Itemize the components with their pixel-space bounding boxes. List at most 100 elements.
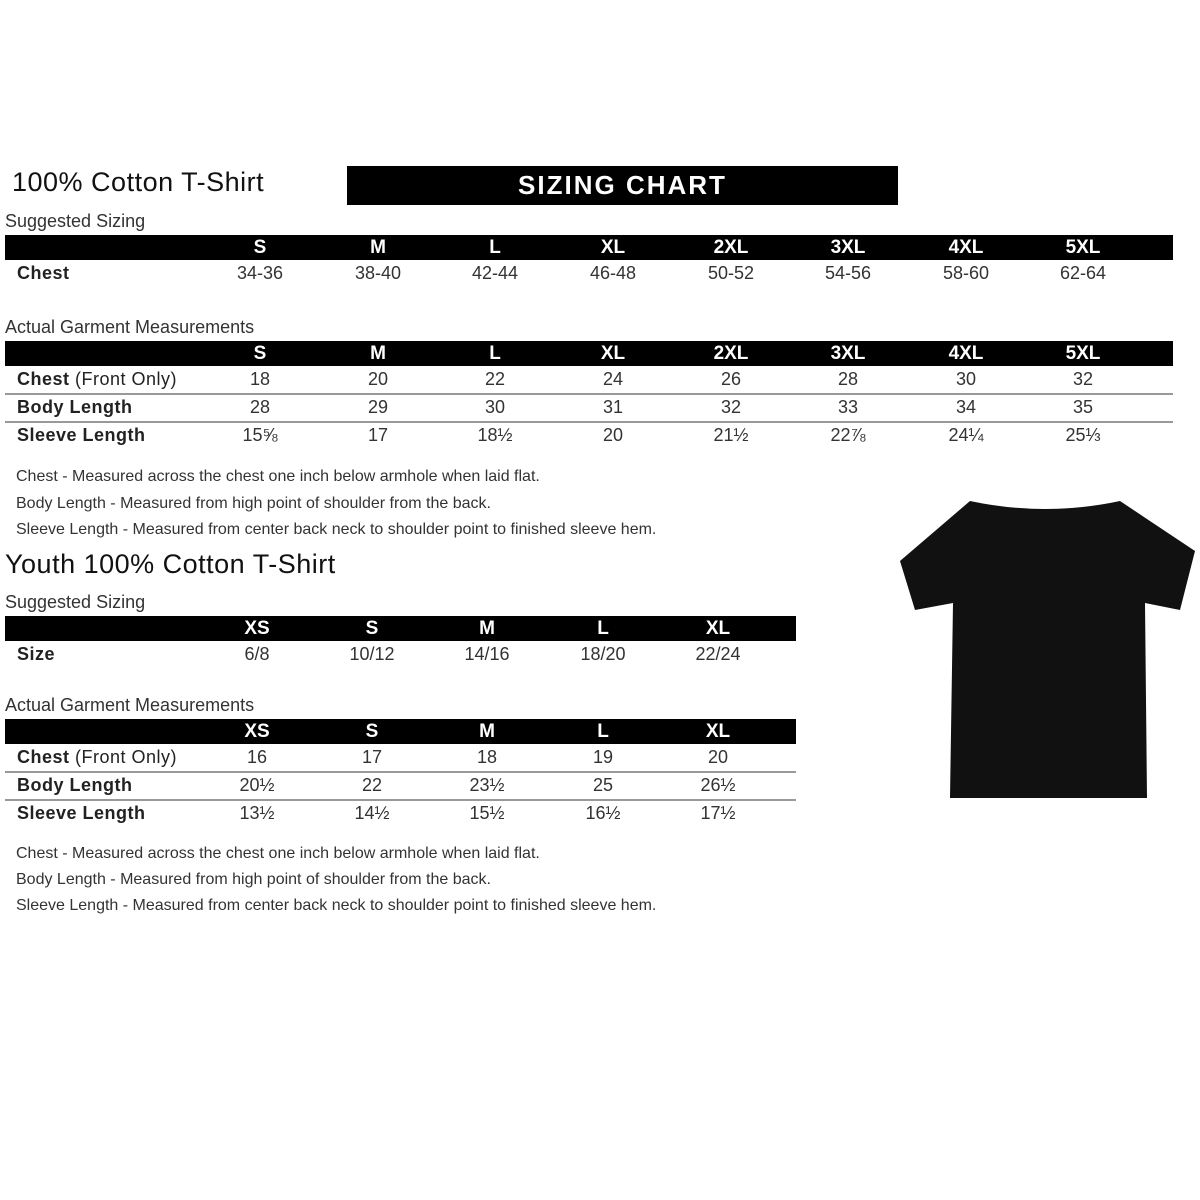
table-cell: 14/16 xyxy=(464,644,510,664)
table-cell: 32 xyxy=(1072,369,1094,389)
row-label: Body Length xyxy=(17,397,133,418)
table-cell: 24¼ xyxy=(948,425,984,445)
size-header-bar: S M L XL 2XL 3XL 4XL 5XL xyxy=(5,235,1173,260)
row-label: Chest (Front Only) xyxy=(17,747,177,768)
table-cell: 6/8 xyxy=(244,644,270,664)
youth-suggested-label: Suggested Sizing xyxy=(5,592,146,612)
table-cell: 22⅞ xyxy=(830,425,866,445)
youth-note-body: Body Length - Measured from high point o… xyxy=(16,871,491,888)
table-cell: 14½ xyxy=(354,803,390,823)
youth-note-chest: Chest - Measured across the chest one in… xyxy=(16,845,540,862)
adult-suggested-table: S M L XL 2XL 3XL 4XL 5XL Chest 34-36 38-40 42-44 46-… xyxy=(5,235,1173,283)
adult-note-body: Body Length - Measured from high point o… xyxy=(16,495,491,512)
table-cell: 17½ xyxy=(700,803,736,823)
table-cell: 18 xyxy=(476,747,498,767)
adult-actual-label: Actual Garment Measurements xyxy=(5,317,255,337)
youth-actual-table: XS S M L XL Chest (Front Only) 16 17 18 19 20 Body … xyxy=(5,719,796,823)
row-label-text: Chest xyxy=(17,747,70,767)
table-cell: 21½ xyxy=(713,425,749,445)
size-header-bar: XS S M L XL xyxy=(5,616,796,641)
size-header-bar: S M L XL 2XL 3XL 4XL 5XL xyxy=(5,341,1173,366)
row-label-text: Sleeve Length xyxy=(17,803,146,823)
table-cell: 33 xyxy=(837,397,859,417)
size-header: S xyxy=(365,618,379,639)
table-cell: 50-52 xyxy=(707,263,755,283)
table-cell: 58-60 xyxy=(942,263,990,283)
table-row: Body Length 20½ 22 23½ 25 26½ xyxy=(5,772,796,801)
size-header: S xyxy=(365,721,379,742)
size-header: XS xyxy=(244,618,270,639)
youth-suggested-table: XS S M L XL Size 6/8 10/12 14/16 18/20 22/24 xyxy=(5,616,796,664)
table-cell: 54-56 xyxy=(824,263,872,283)
table-cell: 15⅝ xyxy=(242,425,278,445)
youth-actual-label: Actual Garment Measurements xyxy=(5,695,255,715)
table-cell: 18 xyxy=(249,369,271,389)
row-label-text: Chest xyxy=(17,263,70,283)
row-label: Chest (Front Only) xyxy=(17,369,177,390)
table-cell: 15½ xyxy=(469,803,505,823)
table-row: Size 6/8 10/12 14/16 18/20 22/24 xyxy=(5,641,796,668)
table-cell: 10/12 xyxy=(349,644,395,664)
t-shirt-icon xyxy=(900,501,1195,798)
table-row: Body Length 28 29 30 31 32 33 34 35 xyxy=(5,394,1173,423)
row-label: Sleeve Length xyxy=(17,803,146,824)
size-header: XL xyxy=(600,343,626,364)
table-cell: 17 xyxy=(367,425,389,445)
table-cell: 18/20 xyxy=(580,644,626,664)
size-header: XL xyxy=(600,237,626,258)
table-cell: 38-40 xyxy=(354,263,402,283)
size-header-bar: XS S M L XL xyxy=(5,719,796,744)
size-header: XS xyxy=(244,721,270,742)
table-cell: 30 xyxy=(484,397,506,417)
size-header: 3XL xyxy=(830,343,866,364)
table-cell: 28 xyxy=(837,369,859,389)
table-cell: 29 xyxy=(367,397,389,417)
row-label: Body Length xyxy=(17,775,133,796)
table-cell: 31 xyxy=(602,397,624,417)
size-header: S xyxy=(253,343,267,364)
table-cell: 18½ xyxy=(477,425,513,445)
table-row: Chest (Front Only) 18 20 22 24 26 28 30 32 xyxy=(5,366,1173,395)
size-header: L xyxy=(489,237,501,258)
table-cell: 34-36 xyxy=(236,263,284,283)
size-header: 2XL xyxy=(713,237,749,258)
table-cell: 19 xyxy=(592,747,614,767)
table-row: Chest (Front Only) 16 17 18 19 20 xyxy=(5,744,796,773)
table-row: Sleeve Length 15⅝ 17 18½ 20 21½ 22⅞ 24¼ 25⅓ xyxy=(5,422,1173,449)
table-cell: 16½ xyxy=(585,803,621,823)
size-header: XL xyxy=(705,618,731,639)
adult-note-chest: Chest - Measured across the chest one in… xyxy=(16,468,540,485)
size-header: M xyxy=(479,721,495,742)
size-header: L xyxy=(597,721,609,742)
size-header: 4XL xyxy=(948,237,984,258)
table-cell: 16 xyxy=(246,747,268,767)
row-label: Size xyxy=(17,644,55,665)
size-header: M xyxy=(370,343,386,364)
row-label: Sleeve Length xyxy=(17,425,146,446)
youth-note-sleeve: Sleeve Length - Measured from center bac… xyxy=(16,897,657,914)
table-cell: 22/24 xyxy=(695,644,741,664)
size-header: M xyxy=(479,618,495,639)
table-cell: 23½ xyxy=(469,775,505,795)
adult-actual-table: S M L XL 2XL 3XL 4XL 5XL Chest (Front Only) 18 20 2… xyxy=(5,341,1173,445)
size-header: 5XL xyxy=(1065,237,1101,258)
table-cell: 26½ xyxy=(700,775,736,795)
table-cell: 46-48 xyxy=(589,263,637,283)
adult-note-sleeve: Sleeve Length - Measured from center bac… xyxy=(16,521,657,538)
size-header: S xyxy=(253,237,267,258)
row-label-text: Body Length xyxy=(17,775,133,795)
table-cell: 20½ xyxy=(239,775,275,795)
row-label: Chest xyxy=(17,263,70,284)
table-row: Sleeve Length 13½ 14½ 15½ 16½ 17½ xyxy=(5,800,796,827)
table-cell: 34 xyxy=(955,397,977,417)
youth-title: Youth 100% Cotton T-Shirt xyxy=(5,549,336,579)
table-cell: 20 xyxy=(367,369,389,389)
table-cell: 62-64 xyxy=(1059,263,1107,283)
row-label-note: (Front Only) xyxy=(75,369,178,389)
adult-title: 100% Cotton T-Shirt xyxy=(12,167,265,197)
adult-suggested-label: Suggested Sizing xyxy=(5,211,146,231)
size-header: M xyxy=(370,237,386,258)
row-label-text: Sleeve Length xyxy=(17,425,146,445)
table-cell: 20 xyxy=(602,425,624,445)
